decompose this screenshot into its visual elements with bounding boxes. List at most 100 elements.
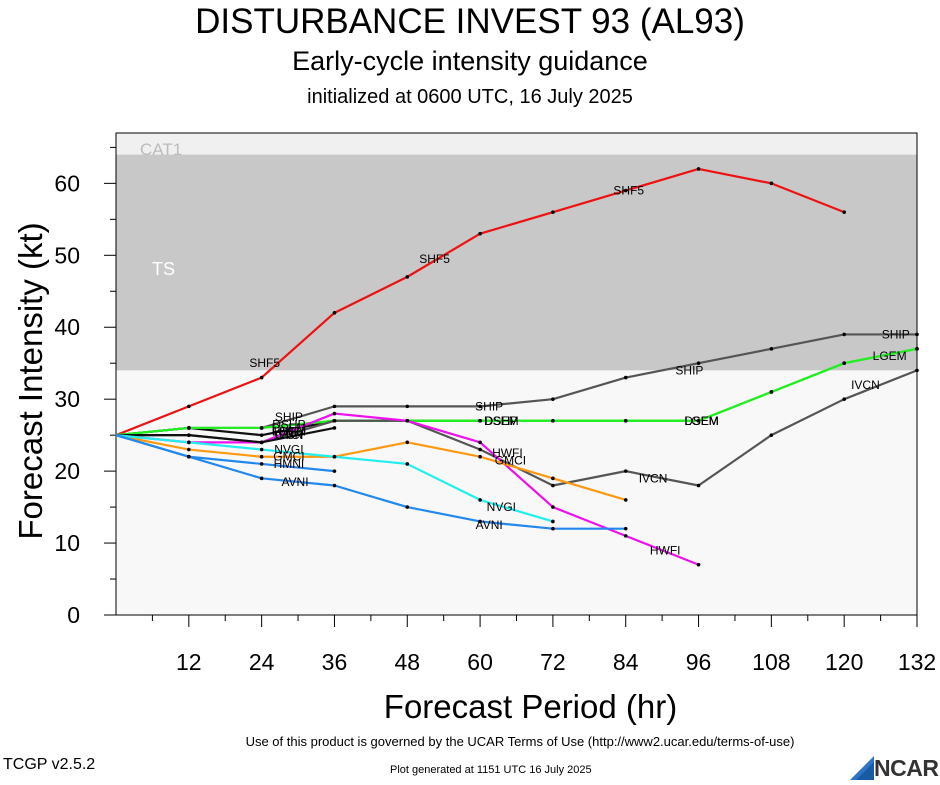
data-point-lgem: [842, 361, 846, 366]
series-label-dshp: DSHP: [272, 417, 305, 431]
data-point-shf5: [623, 188, 628, 193]
plot-generated-time: Plot generated at 1151 UTC 16 July 2025: [390, 764, 592, 776]
series-label-nvgi: NVGI: [487, 500, 516, 514]
x-tick-label: 96: [686, 649, 712, 675]
y-axis-label: Forecast Intensity (kt): [12, 222, 49, 539]
data-point-gmci: [187, 447, 191, 452]
series-label-ivcn: IVCN: [275, 428, 304, 442]
series-label-text: HWFI: [492, 446, 523, 460]
data-point-avni: [551, 526, 555, 531]
series-label-text: SHIP: [475, 399, 503, 413]
series-label-hmni: HMNI: [274, 457, 305, 471]
series-label-text: AVNI: [476, 518, 503, 532]
data-point-gmci: [623, 498, 628, 502]
series-label-text: HWFI: [274, 425, 305, 439]
data-point-ivcn: [478, 447, 482, 452]
series-label-ship: SHIP: [675, 363, 703, 377]
data-point-lgem: [478, 418, 482, 423]
series-label-text: SHIP: [882, 327, 910, 341]
data-point-hwfi: [405, 418, 410, 423]
version-label: TCGP v2.5.2: [3, 756, 96, 773]
series-label-text: SHF5: [419, 252, 450, 266]
ncar-logo-mark-icon: [850, 756, 874, 780]
data-point-avni: [332, 483, 337, 488]
series-label-text: IVCN: [851, 378, 880, 392]
data-point-nvgi: [551, 519, 555, 524]
data-point-hwfi: [623, 534, 628, 538]
series-label-lgem: LGEM: [873, 349, 907, 363]
data-point-nvgi: [187, 440, 191, 445]
series-label-text: SHIP: [275, 410, 303, 424]
ncar-logo-text: NCAR: [874, 755, 939, 781]
data-point-ctci: [187, 433, 191, 437]
series-label-dsem: DSEM: [272, 421, 307, 435]
series-label-text: CTCI: [275, 428, 303, 442]
series-label-text: LGEM: [272, 425, 306, 439]
x-axis-label: Forecast Period (hr): [384, 688, 677, 725]
y-tick-label: 10: [54, 530, 80, 556]
data-point-lgem: [769, 390, 774, 394]
series-label-ship: SHIP: [882, 327, 910, 341]
series-label-gmci: GMCI: [495, 453, 526, 467]
data-point-shf5: [332, 311, 337, 315]
data-point-ship: [332, 404, 337, 409]
data-point-gmci: [551, 476, 555, 481]
x-tick-label: 60: [467, 649, 493, 675]
band-label-ts: TS: [152, 259, 175, 279]
series-label-shf5: SHF5: [613, 184, 644, 198]
series-line-gmci: [115, 434, 627, 501]
data-point-ship: [696, 361, 701, 366]
series-label-text: IVCN: [639, 471, 668, 485]
series-label-text: HMNI: [274, 457, 305, 471]
data-point-lgem: [696, 418, 701, 423]
series-label-ivcn: IVCN: [851, 378, 880, 392]
data-point-ship: [551, 397, 555, 401]
data-point-nvgi: [332, 454, 337, 459]
series-label-text: SHF5: [249, 356, 280, 370]
data-point-ctci: [332, 426, 337, 430]
data-point-avni: [259, 476, 264, 481]
band-ts: [116, 154, 917, 371]
data-point-ship: [478, 404, 482, 409]
y-tick-label: 0: [67, 602, 80, 628]
data-point-shf5: [259, 375, 264, 380]
data-point-nvgi: [478, 498, 482, 502]
x-tick-label: 108: [752, 649, 790, 675]
data-point-lgem: [623, 418, 628, 423]
data-point-avni: [478, 519, 482, 524]
series-label-hwfi: HWFI: [492, 446, 523, 460]
y-tick-label: 30: [54, 386, 80, 412]
series-label-text: GMCI: [273, 450, 304, 464]
series-label-text: DSEM: [272, 421, 307, 435]
series-label-shf5: SHF5: [419, 252, 450, 266]
series-label-text: DSEM: [484, 414, 519, 428]
y-tick-label: 50: [54, 242, 80, 268]
series-label-text: GMCI: [495, 453, 526, 467]
data-point-ship: [623, 375, 628, 380]
data-point-nvgi: [405, 462, 410, 466]
data-point-hmni: [332, 469, 337, 473]
series-label-text: DSHP: [485, 414, 518, 428]
data-point-ivcn: [842, 397, 846, 401]
x-tick-label: 72: [540, 649, 566, 675]
series-label-avni: AVNI: [476, 518, 503, 532]
y-tick-label: 20: [54, 458, 80, 484]
band-label-cat1: CAT1: [140, 140, 182, 159]
data-point-hwfi: [696, 562, 701, 567]
series-label-ctci: CTCI: [275, 428, 303, 442]
series-label-lgem: LGEM: [685, 414, 719, 428]
series-label-text: HWFI: [650, 543, 681, 557]
band-cat1: [116, 133, 917, 155]
data-point-lgem: [551, 418, 555, 423]
series-label-text: LGEM: [873, 349, 907, 363]
series-label-text: AVNI: [281, 475, 308, 489]
series-label-text: SHIP: [675, 363, 703, 377]
data-point-shf5: [696, 167, 701, 171]
data-point-gmci: [478, 454, 482, 459]
series-label-ivcn: IVCN: [639, 471, 668, 485]
data-point-ivcn: [915, 368, 919, 373]
data-point-hmni: [259, 462, 264, 466]
data-point-ivcn: [769, 433, 774, 437]
data-point-lgem: [259, 426, 264, 430]
series-line-avni: [115, 434, 626, 530]
